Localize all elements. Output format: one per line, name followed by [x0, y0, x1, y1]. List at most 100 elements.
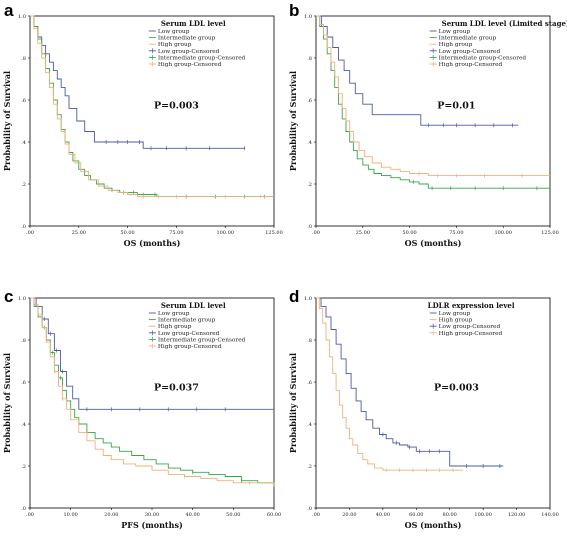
y-axis-label: Probability of Survival	[288, 353, 298, 453]
legend-entry: Low group	[439, 311, 471, 317]
y-tick-label: .0	[307, 506, 312, 512]
panel-b: b .0 .2 .4 .6 .8 1.0 .00 25.00 50.00 75.00 100.00 12…	[288, 1, 567, 248]
legend-entry: Intermediate group-Censored	[158, 55, 246, 61]
plot-frame	[29, 15, 275, 227]
legend-entry: Intermediate group	[439, 36, 497, 42]
x-tick-label: 25.00	[356, 230, 370, 236]
panel-letter: c	[4, 287, 13, 306]
p-value: P=0.01	[437, 100, 475, 111]
plot-frame	[315, 297, 551, 509]
series-line-intermediate	[30, 15, 274, 198]
legend-entry: High group-Censored	[439, 62, 503, 68]
y-tick-label: .2	[307, 182, 312, 188]
p-value: P=0.037	[154, 382, 199, 393]
x-tick-label: 50.00	[120, 230, 134, 236]
series-line-high	[316, 15, 550, 177]
y-tick-label: .6	[307, 380, 312, 386]
panel-letter: d	[289, 287, 299, 306]
y-tick-label: .8	[21, 338, 26, 344]
x-tick-label: 140.00	[541, 512, 559, 518]
x-tick-label: 75.00	[169, 230, 183, 236]
x-axis-label: OS (months)	[124, 238, 181, 248]
x-tick-label: 100.00	[494, 230, 512, 236]
x-tick-label: 40.00	[186, 512, 200, 518]
y-axis-label: Probability of Survival	[2, 353, 12, 453]
legend-entry: Intermediate group	[158, 36, 216, 42]
x-tick-label: 60.00	[267, 512, 281, 518]
x-tick-label: 80.00	[443, 512, 457, 518]
legend-entry: High group-Censored	[158, 344, 222, 350]
panel-letter: b	[289, 1, 299, 20]
legend-entry: Intermediate group	[158, 318, 216, 324]
y-tick-label: .6	[307, 98, 312, 104]
x-tick-label: .00	[312, 230, 320, 236]
legend-entry: High group	[439, 42, 473, 48]
series-line-low	[316, 297, 504, 467]
series-line-high	[30, 15, 274, 198]
y-tick-label: .2	[21, 182, 26, 188]
p-value: P=0.003	[154, 100, 199, 111]
y-tick-label: 1.0	[304, 14, 312, 20]
panel-a: a .0 .2 .4 .6 .8 1.0 .00 25.00 50.00 75.00 100.00 12…	[2, 1, 283, 248]
x-axis-label: OS (months)	[405, 238, 462, 248]
x-axis-label: PFS (months)	[121, 520, 183, 530]
legend-title: Serum LDL level	[161, 301, 226, 310]
y-tick-label: .0	[21, 506, 26, 512]
y-tick-label: 1.0	[18, 14, 26, 20]
legend-entry: High group	[158, 324, 192, 330]
y-tick-label: .8	[307, 56, 312, 62]
x-axis-label: OS (months)	[405, 520, 462, 530]
legend-title: LDLR expression level	[428, 301, 515, 310]
x-tick-label: 100.00	[474, 512, 492, 518]
y-tick-label: .4	[307, 422, 312, 428]
y-tick-label: .2	[21, 464, 26, 470]
legend-entry: Low group-Censored	[158, 331, 220, 337]
y-tick-label: .6	[21, 380, 26, 386]
panel-letter: a	[4, 1, 14, 20]
y-tick-label: .4	[307, 140, 312, 146]
x-tick-label: 125.00	[265, 230, 283, 236]
y-tick-label: .6	[21, 98, 26, 104]
x-tick-label: 20.00	[342, 512, 356, 518]
legend-entry: Low group	[158, 311, 190, 317]
x-tick-label: 10.00	[64, 512, 78, 518]
x-tick-label: 120.00	[508, 512, 526, 518]
y-axis-label: Probability of Survival	[288, 71, 298, 171]
x-tick-label: .00	[26, 512, 34, 518]
series-line-high	[316, 297, 464, 471]
x-tick-label: .00	[312, 512, 320, 518]
legend-entry: Intermediate group-Censored	[439, 55, 527, 61]
y-tick-label: .0	[21, 224, 26, 230]
x-tick-label: 50.00	[226, 512, 240, 518]
legend-entry: Low group-Censored	[439, 324, 501, 330]
x-tick-label: 100.00	[216, 230, 234, 236]
y-tick-label: .2	[307, 464, 312, 470]
plot-frame	[315, 15, 551, 227]
legend-entry: High group	[439, 318, 473, 324]
legend-entry: Low group	[158, 29, 190, 35]
legend-entry: High group-Censored	[158, 62, 222, 68]
y-tick-label: .4	[21, 422, 26, 428]
x-tick-label: 60.00	[409, 512, 423, 518]
y-tick-label: 1.0	[304, 296, 312, 302]
y-axis-label: Probability of Survival	[2, 71, 12, 171]
legend-entry: Low group	[439, 29, 471, 35]
legend-entry: High group	[158, 42, 192, 48]
series-line-intermediate	[316, 15, 550, 189]
y-tick-label: .8	[21, 56, 26, 62]
panel-d: d .0 .2 .4 .6 .8 1.0 .00 20.00 40.00 60.00 80.00 100…	[288, 287, 559, 530]
x-tick-label: 125.00	[541, 230, 559, 236]
legend-entry: Low group-Censored	[439, 49, 501, 55]
x-tick-label: .00	[26, 230, 34, 236]
x-tick-label: 75.00	[449, 230, 463, 236]
panel-c: c .0 .2 .4 .6 .8 1.0 .00 10.00 20.00 30.00 40.00 50.…	[2, 287, 281, 530]
legend-title: Serum LDL level (Limited stage)	[442, 19, 567, 28]
p-value: P=0.003	[434, 382, 479, 393]
x-tick-label: 30.00	[145, 512, 159, 518]
legend-entry: Low group-Censored	[158, 49, 220, 55]
x-tick-label: 25.00	[72, 230, 86, 236]
y-tick-label: 1.0	[18, 296, 26, 302]
legend-entry: Intermediate group-Censored	[158, 337, 246, 343]
series-line-low	[30, 297, 274, 410]
